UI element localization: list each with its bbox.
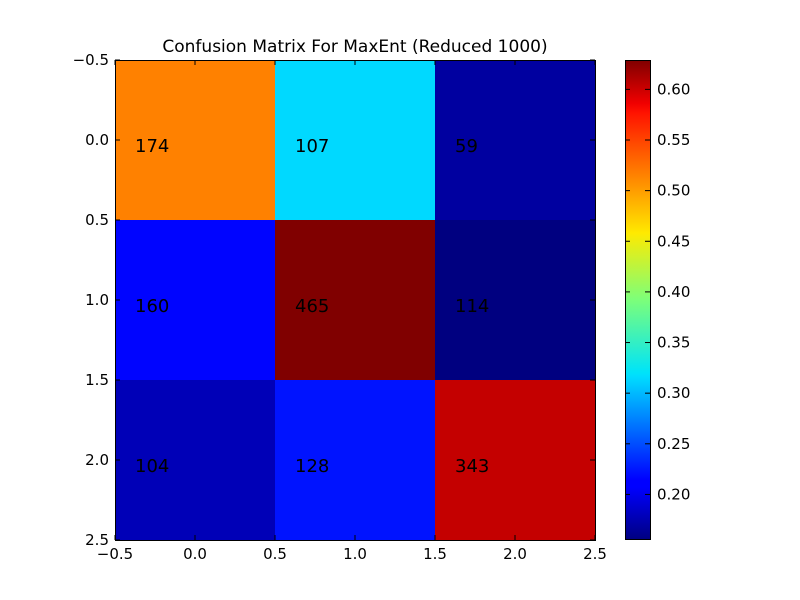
colorbar-tick-label: 0.40 [657, 283, 690, 301]
colorbar-tick-label: 0.30 [657, 384, 690, 402]
y-tick-label: 1.5 [85, 371, 109, 389]
heatmap-cell [435, 380, 596, 541]
y-tick-label: 0.5 [85, 211, 109, 229]
colorbar-frame [625, 60, 651, 540]
x-tick-label: 0.5 [263, 545, 287, 563]
colorbar-tick-label: 0.35 [657, 334, 690, 352]
heatmap-cell-labels: 174 107 59 160 465 114 104 128 343 [135, 136, 489, 477]
cell-count-label: 114 [455, 296, 489, 317]
colorbar-tick-label: 0.60 [657, 80, 690, 98]
heatmap-cells [115, 60, 596, 541]
heatmap-cell [115, 60, 276, 221]
cell-count-label: 174 [135, 136, 169, 157]
x-tick-label: −0.5 [97, 545, 133, 563]
cell-count-label: 160 [135, 296, 169, 317]
y-axis-ticks: −0.5 0.0 0.5 1.0 1.5 2.0 2.5 [73, 51, 595, 549]
heatmap-cell [275, 380, 436, 541]
colorbar: 0.20 0.25 0.30 0.35 0.40 0.45 0.50 0.55 0.60 [625, 60, 690, 540]
heatmap-cell [435, 60, 596, 221]
cell-count-label: 128 [295, 456, 329, 477]
y-tick-label: 1.0 [85, 291, 109, 309]
cell-count-label: 343 [455, 456, 489, 477]
heatmap-cell [115, 220, 276, 381]
heatmap-cell [275, 220, 436, 381]
colorbar-tick-label: 0.45 [657, 232, 690, 250]
x-tick-label: 2.5 [583, 545, 607, 563]
colorbar-ticks: 0.20 0.25 0.30 0.35 0.40 0.45 0.50 0.55 0.60 [625, 80, 690, 503]
cell-count-label: 107 [295, 136, 329, 157]
cell-count-label: 104 [135, 456, 169, 477]
heatmap-cell [275, 60, 436, 221]
x-axis-ticks: −0.5 0.0 0.5 1.0 1.5 2.0 2.5 [97, 60, 607, 563]
x-tick-label: 0.0 [183, 545, 207, 563]
colorbar-tick-label: 0.50 [657, 182, 690, 200]
colorbar-tick-label: 0.55 [657, 131, 690, 149]
heatmap-cell [435, 220, 596, 381]
y-tick-label: 2.5 [85, 531, 109, 549]
y-tick-label: 0.0 [85, 131, 109, 149]
heatmap-cell [115, 380, 276, 541]
x-tick-label: 1.5 [423, 545, 447, 563]
x-tick-label: 2.0 [503, 545, 527, 563]
cell-count-label: 465 [295, 296, 329, 317]
colorbar-gradient [625, 60, 650, 540]
chart-title: Confusion Matrix For MaxEnt (Reduced 100… [162, 37, 547, 57]
colorbar-tick-label: 0.25 [657, 435, 690, 453]
y-tick-label: −0.5 [73, 51, 109, 69]
cell-count-label: 59 [455, 136, 478, 157]
x-tick-label: 1.0 [343, 545, 367, 563]
colorbar-tick-label: 0.20 [657, 485, 690, 503]
y-tick-label: 2.0 [85, 451, 109, 469]
